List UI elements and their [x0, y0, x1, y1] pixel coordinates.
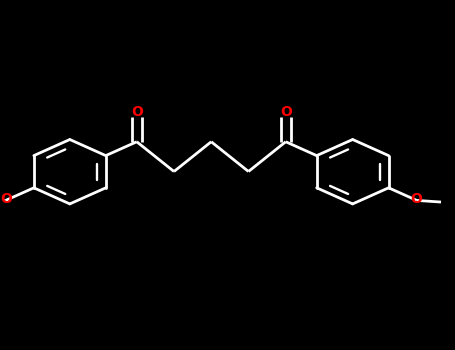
Text: O: O	[280, 105, 292, 119]
Text: O: O	[410, 192, 422, 206]
Text: O: O	[131, 105, 143, 119]
Text: O: O	[0, 192, 13, 206]
